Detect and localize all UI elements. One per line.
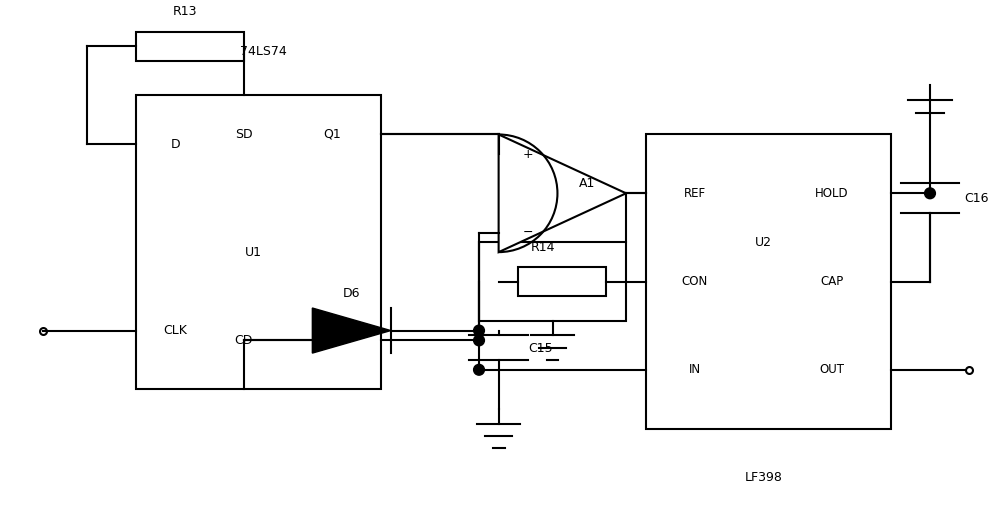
Text: REF: REF xyxy=(684,187,706,200)
Text: A1: A1 xyxy=(579,177,595,190)
Text: C15: C15 xyxy=(528,342,553,355)
Circle shape xyxy=(474,335,484,346)
Circle shape xyxy=(925,188,935,199)
Bar xyxy=(136,32,244,61)
Text: IN: IN xyxy=(689,363,701,376)
Text: D: D xyxy=(170,138,180,151)
Text: CAP: CAP xyxy=(820,275,844,288)
Polygon shape xyxy=(312,308,391,353)
Text: −: − xyxy=(523,226,533,239)
Bar xyxy=(518,267,606,296)
Text: CON: CON xyxy=(682,275,708,288)
Text: Q1: Q1 xyxy=(323,128,341,141)
Polygon shape xyxy=(499,134,626,252)
Text: SD: SD xyxy=(235,128,253,141)
Text: R13: R13 xyxy=(173,5,197,18)
Text: U2: U2 xyxy=(755,236,772,249)
Circle shape xyxy=(474,325,484,336)
Text: 74LS74: 74LS74 xyxy=(240,45,287,58)
Text: D6: D6 xyxy=(343,287,360,300)
Text: CD: CD xyxy=(235,334,253,347)
Text: CLK: CLK xyxy=(163,324,187,337)
Text: U1: U1 xyxy=(245,245,262,258)
Circle shape xyxy=(474,364,484,375)
Text: HOLD: HOLD xyxy=(815,187,849,200)
Text: OUT: OUT xyxy=(819,363,844,376)
Bar xyxy=(646,134,891,429)
Text: R14: R14 xyxy=(530,241,555,254)
Text: C16: C16 xyxy=(964,192,989,205)
Bar xyxy=(479,242,626,321)
Text: +: + xyxy=(523,147,533,160)
Text: Q2: Q2 xyxy=(323,334,341,347)
Text: LF398: LF398 xyxy=(744,471,782,484)
Bar xyxy=(136,95,381,389)
